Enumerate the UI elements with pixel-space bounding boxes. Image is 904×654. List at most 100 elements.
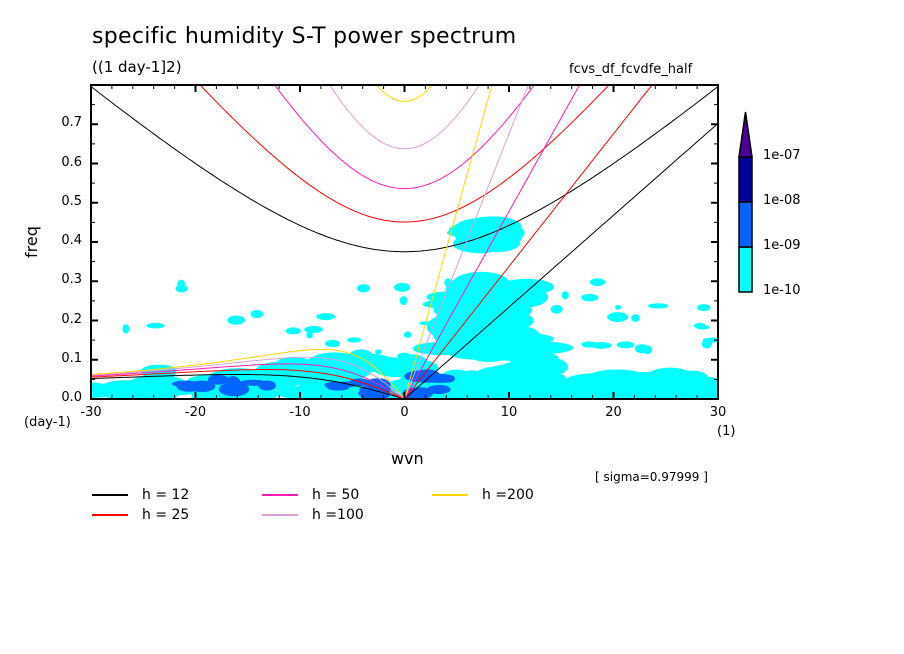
spectrum-shade-level-1	[634, 344, 649, 354]
legend-label: h =100	[312, 507, 364, 523]
ig-curve-h200	[376, 85, 433, 102]
kelvin-curve-h200	[404, 85, 493, 399]
er-curve-h12	[91, 374, 405, 399]
spectrum-shade-level-1	[482, 355, 497, 362]
legend-item: h =200	[432, 487, 534, 503]
spectrum-shade-level-2	[406, 387, 433, 399]
legend-swatch	[92, 494, 128, 496]
colorbar-box-3	[738, 156, 753, 203]
colorbar-label: 1e-10	[763, 283, 801, 298]
spectrum-shade-level-2	[426, 384, 451, 395]
spectrum-shade-level-1	[530, 333, 543, 343]
kelvin-curve-h50	[404, 85, 581, 399]
spectrum-shade-level-1	[132, 384, 189, 395]
spectrum-shade-level-1	[316, 313, 336, 321]
spectrum-shade-level-2	[176, 382, 203, 392]
spectrum-shade-level-1	[304, 325, 323, 334]
units-label: ((1 day-1]2)	[92, 58, 182, 76]
spectrum-shade-level-1	[250, 310, 264, 319]
spectrum-shade-level-1	[454, 370, 489, 393]
spectrum-shade-level-1	[177, 279, 185, 289]
er-curve-h200	[91, 348, 405, 399]
spectrum-shade-level-1	[324, 339, 341, 348]
spectrum-shade-level-1	[647, 303, 669, 309]
kelvin-curve-h25	[404, 85, 653, 399]
ig-curve-h12	[91, 86, 718, 253]
ig-curve-h25	[199, 85, 610, 223]
x-axis-label: wvn	[391, 449, 424, 468]
plot-area	[91, 85, 718, 399]
x-tick-label: 30	[709, 405, 727, 420]
er-curve-h50	[91, 363, 405, 399]
spectrum-shade-level-1	[419, 321, 435, 326]
x-tick-label: -20	[184, 405, 207, 420]
legend-swatch	[262, 494, 298, 496]
x-tick-label: 10	[500, 405, 518, 420]
spectrum-shade-level-1	[122, 324, 130, 334]
y-tick-label: 0.6	[61, 154, 82, 170]
spectrum-shade-level-1	[693, 389, 718, 398]
spectrum-shade-level-2	[239, 379, 268, 386]
spectrum-shade-level-1	[591, 342, 612, 349]
spectrum-shade-level-1	[324, 389, 361, 399]
legend-swatch	[262, 514, 298, 516]
spectrum-shade-level-1	[460, 237, 510, 247]
spectrum-shade-level-1	[306, 331, 313, 339]
spectrum-shade-level-1	[394, 282, 411, 292]
spectrum-shade-level-1	[104, 390, 132, 399]
y-tick-label: 0.5	[61, 193, 82, 209]
legend-swatch	[432, 494, 468, 496]
legend-label: h =200	[482, 487, 534, 503]
legend-item: h = 25	[92, 507, 189, 523]
spectrum-shade-level-1	[701, 339, 712, 349]
spectrum-shade-level-1	[550, 304, 563, 314]
ig-curve-h100	[329, 85, 480, 150]
kelvin-curve-h100	[404, 85, 529, 399]
spectrum-shade-level-1	[581, 293, 599, 302]
spectrum-shade-level-1	[470, 224, 498, 242]
spectrum-shade-level-1	[616, 341, 635, 349]
spectrum-shade-level-1	[227, 315, 246, 325]
spectrum-shade-level-1	[589, 278, 606, 286]
legend-label: h = 12	[142, 487, 190, 503]
spectrum-shade-level-1	[347, 337, 362, 343]
colorbar-box-1	[738, 246, 753, 293]
legend-item: h = 50	[262, 487, 359, 503]
colorbar-box-2	[738, 201, 753, 248]
run-name: fcvs_df_fcvdfe_half	[569, 62, 693, 77]
x-axis-unit: (1)	[717, 424, 736, 439]
spectrum-shade-level-1	[501, 308, 513, 316]
spectrum-shade-level-1	[146, 322, 165, 329]
y-axis-unit: (day-1)	[24, 415, 71, 430]
spectrum-shade-level-1	[285, 327, 301, 335]
spectrum-shade-level-1	[356, 284, 371, 293]
legend-item: h = 12	[92, 487, 189, 503]
spectrum-shade-level-1	[607, 312, 629, 322]
spectrum-shade-level-1	[403, 331, 412, 338]
colorbar-extend-triangle	[738, 111, 753, 158]
spectrum-shade-level-2	[359, 388, 390, 399]
spectrum-shade-level-1	[397, 352, 411, 360]
spectrum-shade-level-1	[693, 323, 706, 329]
legend-label: h = 50	[312, 487, 360, 503]
spectrum-shade-level-1	[561, 291, 569, 300]
spectrum-shade-level-1	[467, 281, 487, 292]
legend-label: h = 25	[142, 507, 190, 523]
spectrum-shade-level-1	[648, 379, 698, 399]
spectrum-shade-level-1	[697, 304, 711, 312]
spectrum-shade-level-2	[225, 376, 241, 390]
spectrum-shade-level-1	[523, 349, 544, 356]
spectrum-shade-level-2	[207, 374, 229, 385]
colorbar-label: 1e-09	[763, 238, 801, 253]
ig-curve-h50	[274, 85, 535, 190]
legend-swatch	[92, 514, 128, 516]
y-tick-label: 0.3	[61, 272, 82, 288]
plot-frame	[90, 84, 719, 400]
spectrum-shade-level-1	[614, 304, 622, 310]
spectrum-shade-level-1	[631, 314, 640, 322]
y-tick-label: 0.7	[61, 115, 82, 131]
y-tick-label: 0.4	[61, 233, 82, 248]
legend-item: h =100	[262, 507, 364, 523]
x-tick-label: -10	[289, 405, 311, 420]
